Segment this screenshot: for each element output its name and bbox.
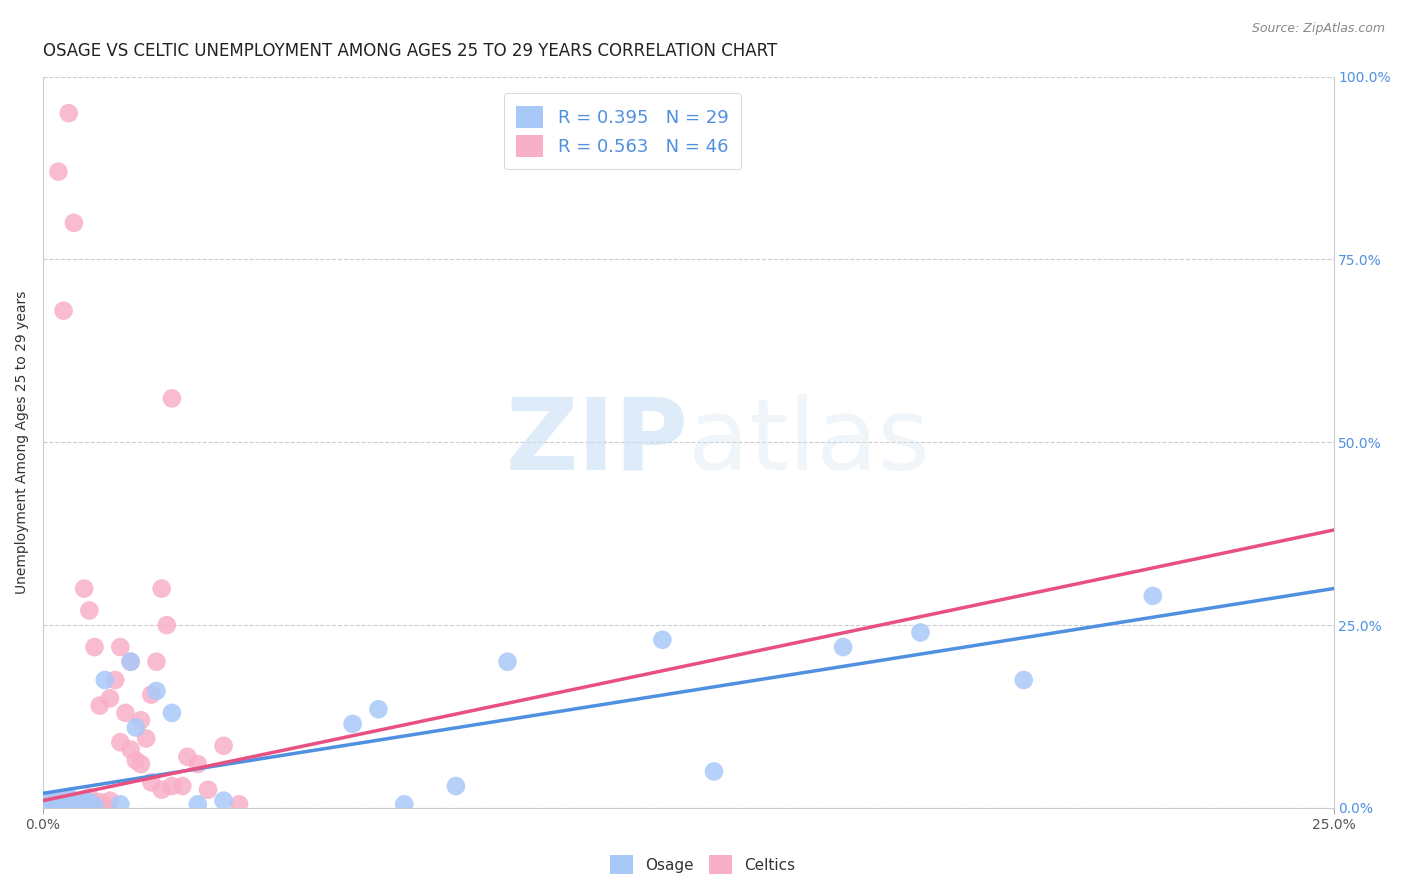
Point: [37, 794, 59, 808]
Text: ZIP: ZIP: [505, 393, 688, 491]
Point: [104, 673, 127, 687]
Point: [48, 164, 70, 178]
Point: [94, 673, 117, 687]
Point: [67, 794, 90, 808]
Point: [129, 757, 152, 772]
Point: [83, 797, 105, 812]
Point: [160, 706, 183, 720]
Point: [444, 779, 467, 793]
Point: [89, 698, 111, 713]
Point: [58, 795, 80, 809]
Point: [145, 655, 167, 669]
Point: [94, 798, 117, 813]
Point: [176, 749, 198, 764]
Point: [52, 798, 75, 813]
Point: [228, 797, 250, 812]
Point: [129, 713, 152, 727]
Point: [910, 625, 932, 640]
Point: [114, 706, 136, 720]
Point: [120, 742, 142, 756]
Point: [83, 640, 105, 654]
Point: [141, 775, 163, 789]
Point: [197, 782, 219, 797]
Legend: R = 0.395   N = 29, R = 0.563   N = 46: R = 0.395 N = 29, R = 0.563 N = 46: [503, 93, 741, 169]
Point: [110, 640, 132, 654]
Point: [160, 392, 183, 406]
Point: [73, 797, 96, 811]
Point: [79, 790, 101, 805]
Point: [37, 794, 59, 808]
Point: [73, 792, 96, 806]
Point: [172, 779, 194, 793]
Point: [63, 794, 86, 808]
Legend: Osage, Celtics: Osage, Celtics: [605, 849, 801, 880]
Point: [125, 721, 148, 735]
Point: [58, 790, 80, 805]
Point: [58, 106, 80, 120]
Point: [48, 795, 70, 809]
Point: [832, 640, 855, 654]
Point: [212, 794, 235, 808]
Point: [160, 779, 183, 793]
Point: [135, 731, 157, 746]
Point: [651, 632, 673, 647]
Point: [150, 582, 173, 596]
Point: [1142, 589, 1164, 603]
Point: [120, 655, 142, 669]
Point: [145, 684, 167, 698]
Point: [342, 717, 364, 731]
Point: [98, 794, 121, 808]
Point: [52, 792, 75, 806]
Point: [496, 655, 519, 669]
Text: OSAGE VS CELTIC UNEMPLOYMENT AMONG AGES 25 TO 29 YEARS CORRELATION CHART: OSAGE VS CELTIC UNEMPLOYMENT AMONG AGES …: [44, 42, 778, 60]
Point: [42, 797, 65, 812]
Point: [110, 797, 132, 812]
Point: [79, 795, 101, 809]
Point: [98, 691, 121, 706]
Text: atlas: atlas: [688, 393, 929, 491]
Point: [367, 702, 389, 716]
Point: [63, 216, 86, 230]
Point: [703, 764, 725, 779]
Point: [187, 757, 209, 772]
Point: [67, 797, 90, 812]
Point: [187, 797, 209, 812]
Y-axis label: Unemployment Among Ages 25 to 29 years: Unemployment Among Ages 25 to 29 years: [15, 291, 30, 594]
Point: [150, 782, 173, 797]
Point: [125, 754, 148, 768]
Point: [394, 797, 416, 812]
Point: [63, 798, 86, 813]
Point: [48, 797, 70, 812]
Point: [1012, 673, 1035, 687]
Point: [73, 582, 96, 596]
Point: [42, 795, 65, 809]
Point: [141, 688, 163, 702]
Point: [156, 618, 179, 632]
Point: [110, 735, 132, 749]
Point: [212, 739, 235, 753]
Point: [89, 795, 111, 809]
Point: [120, 655, 142, 669]
Point: [83, 798, 105, 813]
Point: [52, 303, 75, 318]
Text: Source: ZipAtlas.com: Source: ZipAtlas.com: [1251, 22, 1385, 36]
Point: [79, 603, 101, 617]
